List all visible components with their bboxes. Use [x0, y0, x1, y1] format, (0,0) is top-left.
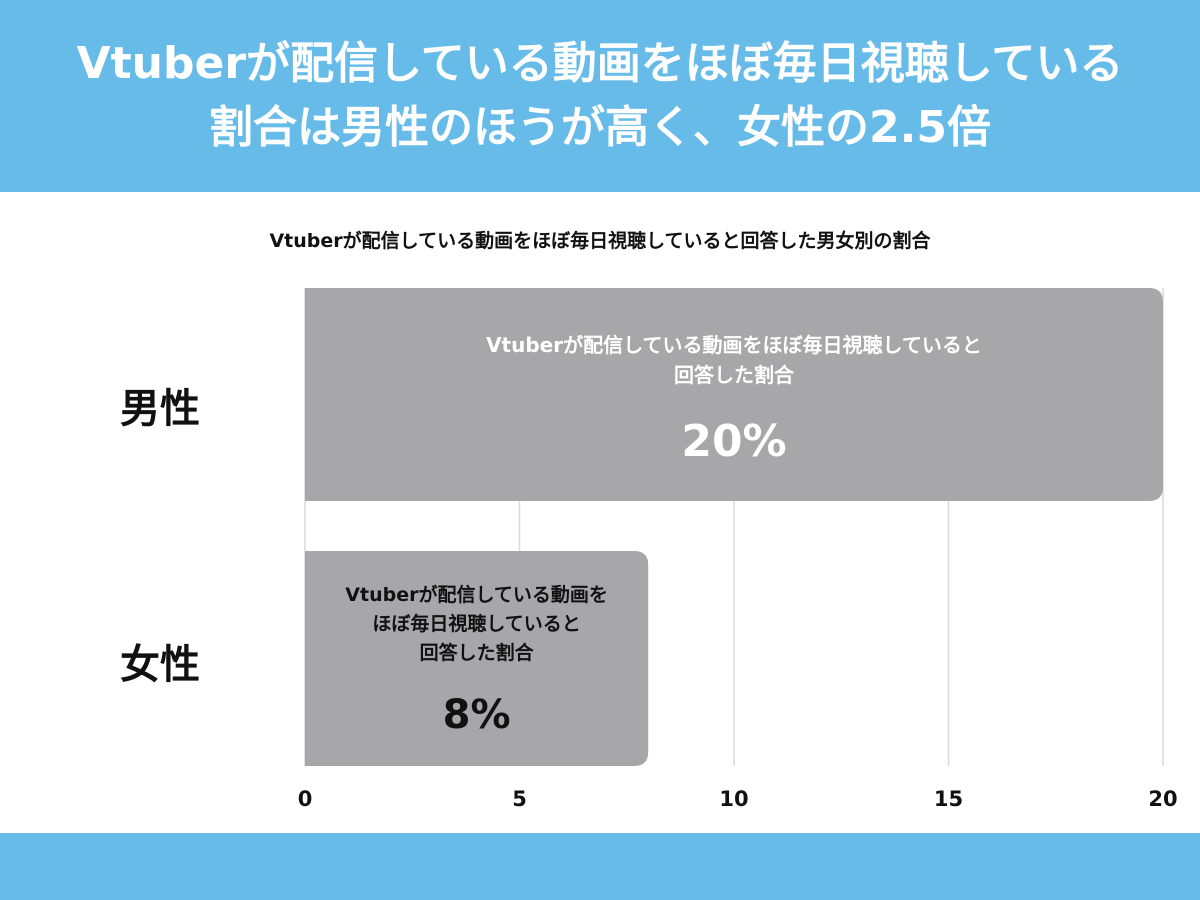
category-label-female: 女性	[120, 642, 200, 688]
x-tick-label: 0	[298, 787, 313, 811]
bar-1	[305, 551, 649, 766]
bar-label-line: Vtuberが配信している動画をほぼ毎日視聴していると	[486, 333, 982, 357]
data-label: 20%	[681, 416, 786, 467]
x-tick-label: 20	[1148, 787, 1177, 811]
footer-band	[0, 833, 1200, 900]
x-tick-label: 10	[719, 787, 748, 811]
x-tick-label: 15	[934, 787, 963, 811]
bar-label-line: Vtuberが配信している動画を	[345, 583, 608, 606]
bar-0	[305, 288, 1163, 501]
title-line-2: 割合は男性のほうが高く、女性の2.5倍	[209, 102, 991, 153]
bar-label-line: ほぼ毎日視聴していると	[372, 612, 580, 635]
data-label: 8%	[443, 692, 511, 738]
category-label-male: 男性	[120, 386, 200, 432]
title-line-1: Vtuberが配信している動画をほぼ毎日視聴している	[76, 38, 1124, 89]
title-banner: Vtuberが配信している動画をほぼ毎日視聴している 割合は男性のほうが高く、女…	[0, 0, 1200, 192]
chart-title: Vtuberが配信している動画をほぼ毎日視聴していると回答した男女別の割合	[269, 230, 931, 252]
x-tick-label: 5	[512, 787, 527, 811]
bar-label-line: 回答した割合	[420, 641, 535, 664]
bar-label-line: 回答した割合	[674, 363, 795, 387]
